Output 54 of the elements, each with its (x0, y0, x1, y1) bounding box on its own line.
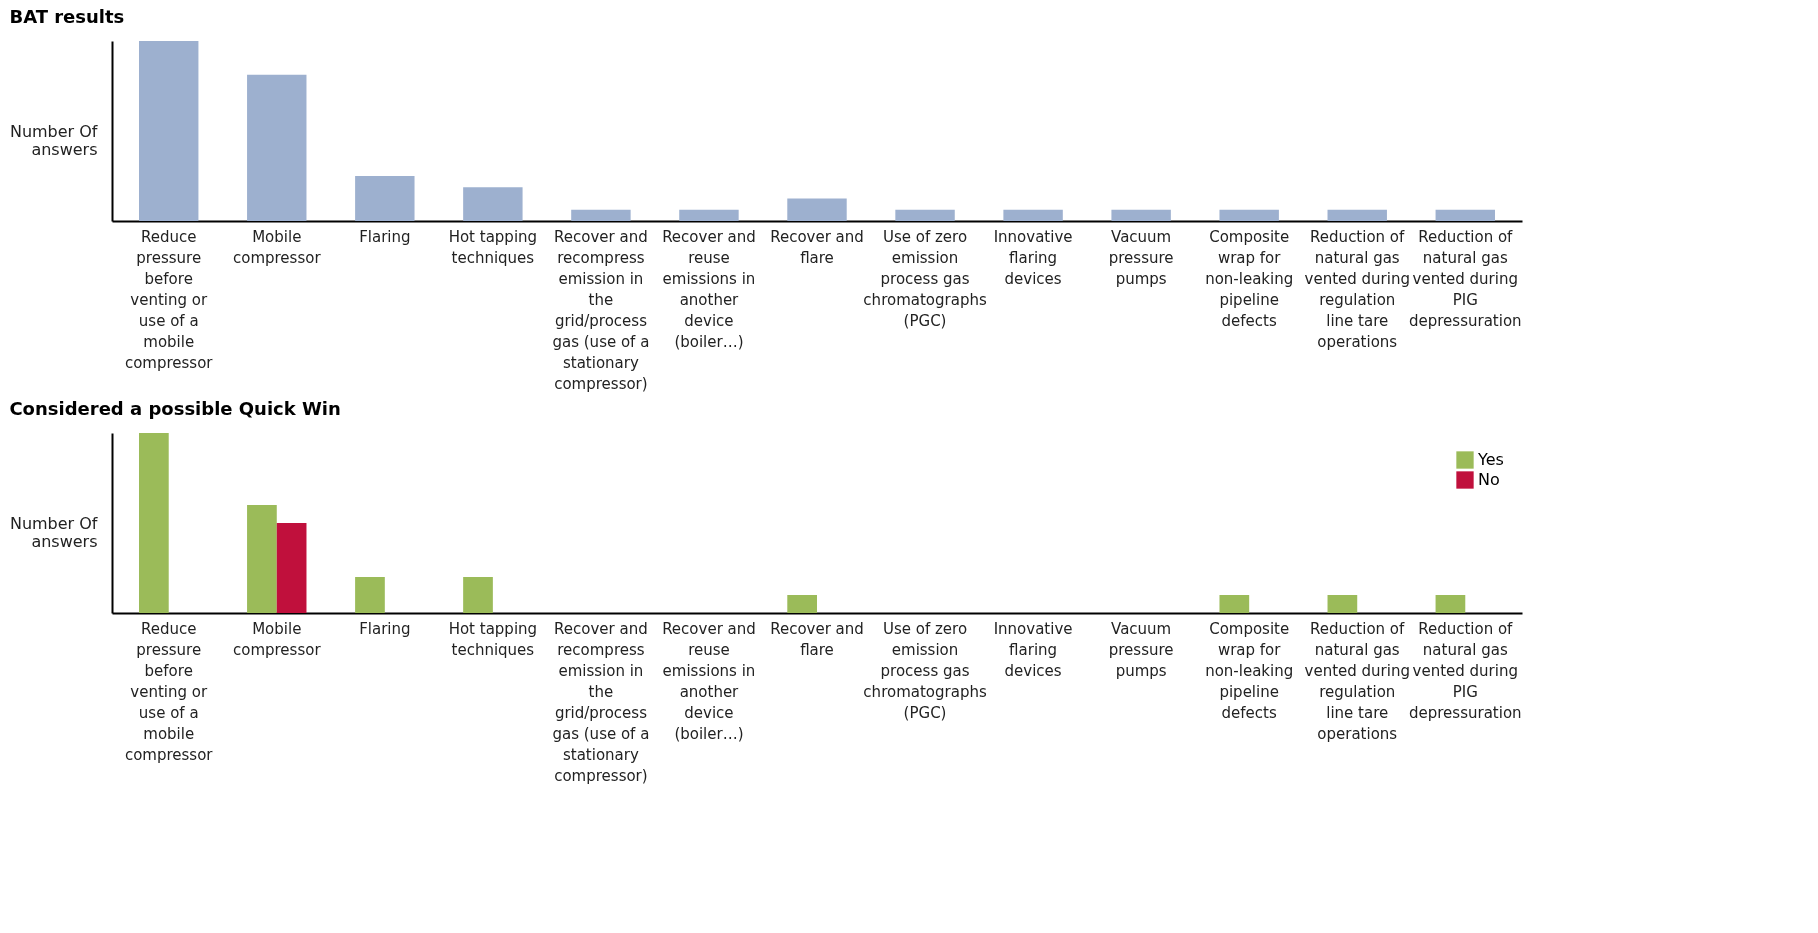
bar (1327, 595, 1358, 613)
x-tick-label: Recover and flare (770, 227, 864, 267)
x-tick-label: Innovative flaring devices (993, 619, 1073, 680)
y-axis-title: Number Of answers (9, 121, 98, 159)
x-tick-label: Reduction of natural gas vented during regulation line tare operations (1304, 619, 1410, 743)
bar (139, 433, 169, 613)
x-tick-label: Reduction of natural gas vented during regulation line tare operations (1304, 227, 1410, 351)
bar (895, 209, 955, 221)
x-tick-label: Mobile compressor (232, 227, 322, 267)
x-tick-label: Recover and reuse emissions in another device (boiler…) (662, 619, 756, 743)
bar (679, 209, 739, 221)
bar (1219, 595, 1250, 613)
y-axis-title: Number Of answers (9, 513, 98, 551)
bar (1435, 209, 1495, 221)
bar (1327, 209, 1387, 221)
x-tick-label: Recover and recompress emission in the grid/process gas (use of a stationary compressor) (552, 619, 650, 785)
bar (463, 577, 493, 613)
x-tick-label: Vacuum pressure pumps (1108, 227, 1174, 288)
bar (247, 74, 307, 221)
bar (355, 176, 415, 221)
x-tick-label: Innovative flaring devices (993, 227, 1073, 288)
bar (463, 187, 523, 221)
chart-title: BAT results (9, 6, 125, 27)
x-tick-label: Use of zero emission process gas chromatographs (PGC) (863, 227, 987, 330)
bar (139, 41, 199, 221)
x-tick-label: Reduction of natural gas vented during PIG depressuration (1408, 227, 1522, 330)
bar (787, 595, 817, 613)
x-tick-label: Reduction of natural gas vented during PIG depressuration (1408, 619, 1522, 722)
x-tick-label: Hot tapping techniques (448, 227, 538, 267)
bar (1111, 209, 1171, 221)
x-tick-label: Flaring (359, 227, 411, 246)
x-tick-label: Flaring (359, 619, 411, 638)
chart-title: Considered a possible Quick Win (9, 398, 341, 419)
x-tick-label: Vacuum pressure pumps (1108, 619, 1174, 680)
x-tick-label: Composite wrap for non-leaking pipeline defects (1205, 227, 1294, 330)
x-tick-label: Recover and flare (770, 619, 864, 659)
bar (1435, 595, 1466, 613)
x-tick-label: Composite wrap for non-leaking pipeline defects (1205, 619, 1294, 722)
x-tick-label: Reduce pressure before venting or use of a mobile compressor (124, 619, 214, 764)
bar (1003, 209, 1063, 221)
bar (1219, 209, 1279, 221)
x-tick-label: Reduce pressure before venting or use of a mobile compressor (124, 227, 214, 372)
x-tick-label: Recover and reuse emissions in another device (boiler…) (662, 227, 756, 351)
x-tick-label: Hot tapping techniques (448, 619, 538, 659)
x-tick-label: Recover and recompress emission in the grid/process gas (use of a stationary compressor) (552, 227, 650, 393)
x-tick-label: Use of zero emission process gas chromatographs (PGC) (863, 619, 987, 722)
x-tick-label: Mobile compressor (232, 619, 322, 659)
bar (787, 198, 847, 221)
legend-label: No (1478, 470, 1500, 489)
legend-label: Yes (1477, 450, 1504, 469)
bar (355, 577, 385, 613)
bar (276, 523, 307, 613)
bar (571, 209, 631, 221)
bar (247, 505, 277, 613)
